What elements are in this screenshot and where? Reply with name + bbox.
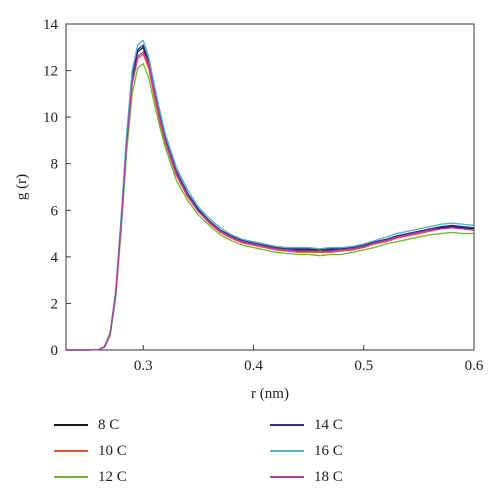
legend-swatch bbox=[54, 424, 88, 426]
y-tick-label: 14 bbox=[43, 17, 59, 33]
series-line-18-c bbox=[66, 51, 475, 351]
y-tick-label: 6 bbox=[51, 203, 59, 219]
y-tick-label: 10 bbox=[43, 110, 58, 126]
plot-border bbox=[65, 23, 475, 351]
x-tick-label: 0.4 bbox=[244, 358, 263, 374]
legend-swatch bbox=[54, 476, 88, 478]
legend: 8 C 10 C 12 C 14 C 16 C 18 C bbox=[54, 414, 474, 492]
legend-item: 14 C bbox=[270, 414, 343, 436]
legend-label: 12 C bbox=[98, 468, 127, 485]
legend-label: 10 C bbox=[98, 442, 127, 459]
y-tick-label: 0 bbox=[51, 343, 59, 359]
x-axis-label: r (nm) bbox=[251, 386, 289, 402]
x-tick-label: 0.6 bbox=[465, 358, 484, 374]
legend-label: 16 C bbox=[314, 442, 343, 459]
legend-swatch bbox=[54, 450, 88, 452]
legend-label: 18 C bbox=[314, 468, 343, 485]
plot-frame bbox=[65, 23, 475, 351]
y-tick-label: 4 bbox=[51, 250, 59, 266]
y-tick-label: 8 bbox=[51, 157, 59, 173]
legend-item: 10 C bbox=[54, 440, 127, 462]
series-lines bbox=[66, 39, 475, 351]
legend-item: 16 C bbox=[270, 440, 343, 462]
series-line-14-c bbox=[66, 44, 475, 351]
legend-label: 8 C bbox=[98, 416, 120, 433]
x-tick-label: 0.5 bbox=[354, 358, 373, 374]
y-tick-label: 12 bbox=[43, 64, 58, 80]
x-axis-ticks: 0.3 0.4 0.5 0.6 bbox=[134, 345, 484, 374]
y-axis-ticks: 0 2 4 6 8 10 12 14 bbox=[43, 17, 71, 359]
x-tick-label: 0.3 bbox=[134, 358, 153, 374]
legend-item: 8 C bbox=[54, 414, 119, 436]
legend-swatch bbox=[270, 450, 304, 452]
y-tick-label: 2 bbox=[51, 296, 59, 312]
legend-swatch bbox=[270, 424, 304, 426]
series-line-8-c bbox=[66, 46, 475, 351]
series-line-16-c bbox=[66, 39, 475, 351]
legend-label: 14 C bbox=[314, 416, 343, 433]
series-line-10-c bbox=[66, 53, 475, 351]
legend-item: 12 C bbox=[54, 466, 127, 488]
y-axis-label: g (r) bbox=[14, 174, 30, 200]
legend-swatch bbox=[270, 476, 304, 478]
legend-item: 18 C bbox=[270, 466, 343, 488]
series-line-12-c bbox=[66, 62, 474, 351]
